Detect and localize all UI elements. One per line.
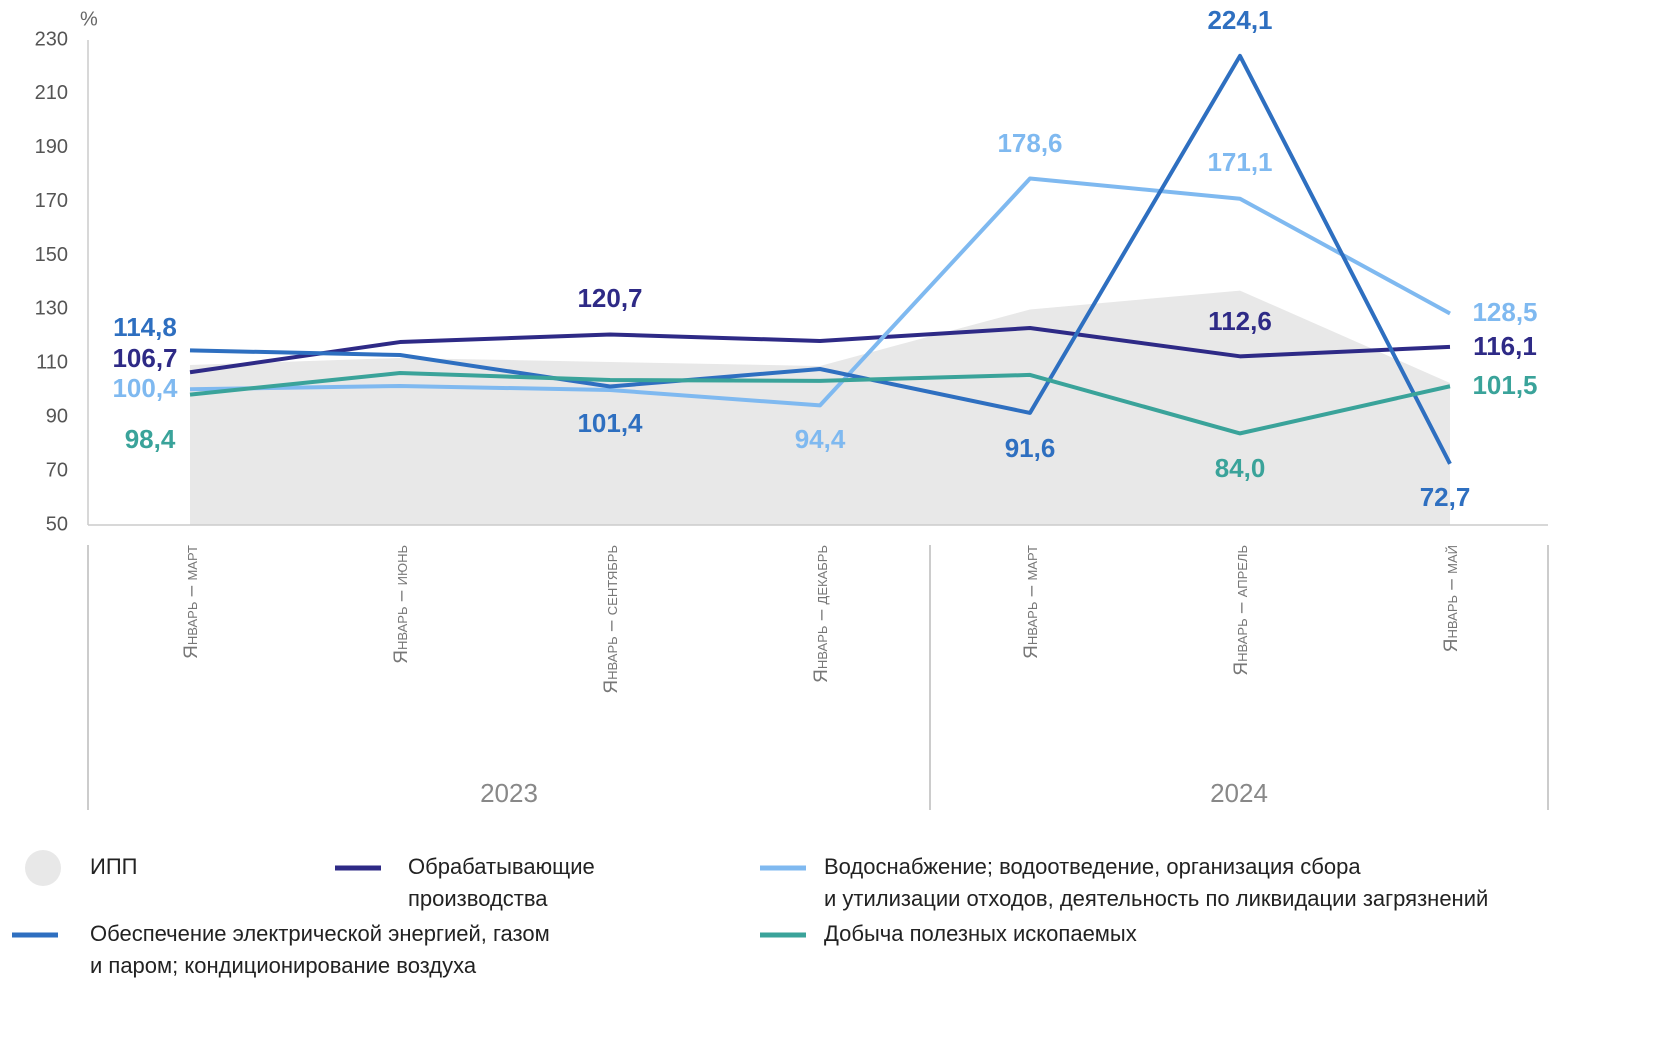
data-label: 101,5 <box>1472 370 1537 400</box>
x-tick-label: Январь – март <box>181 545 202 659</box>
x-tick-label: Январь – сентябрь <box>601 545 622 694</box>
y-tick-label: 170 <box>35 190 68 212</box>
x-tick-label: Январь – май <box>1441 545 1462 652</box>
data-label: 84,0 <box>1215 453 1266 483</box>
area <box>190 290 1450 525</box>
group-label: 2023 <box>480 778 538 808</box>
data-label: 94,4 <box>795 424 846 454</box>
x-tick-label: Январь – июнь <box>391 545 412 664</box>
data-label: 101,4 <box>577 408 643 438</box>
data-label: 100,4 <box>112 373 178 403</box>
data-label: 116,1 <box>1473 331 1537 361</box>
x-tick-label: Январь – декабрь <box>811 545 832 683</box>
x-tick-label: Январь – март <box>1021 545 1042 659</box>
y-tick-label: 90 <box>46 406 68 428</box>
data-label: 178,6 <box>997 128 1062 158</box>
data-label: 128,5 <box>1472 297 1537 327</box>
line <box>189 371 1451 436</box>
data-label: 72,7 <box>1420 482 1471 512</box>
line <box>189 326 1451 375</box>
x-tick-label: Январь – апрель <box>1231 545 1252 676</box>
legend-label: Водоснабжение; водоотведение, организаци… <box>824 854 1489 911</box>
data-label: 98,4 <box>125 424 176 454</box>
data-label: 171,1 <box>1207 147 1272 177</box>
y-tick-label: 190 <box>35 136 68 158</box>
data-label: 224,1 <box>1207 5 1272 35</box>
legend-label: Обеспечение электрической энергией, газо… <box>90 921 550 978</box>
line <box>189 53 1452 465</box>
legend-label: Обрабатывающие производства <box>408 854 595 911</box>
data-label: 114,8 <box>113 312 177 342</box>
y-axis-unit: % <box>80 8 98 30</box>
y-tick-label: 130 <box>35 298 68 320</box>
group-label: 2024 <box>1210 778 1268 808</box>
y-tick-label: 70 <box>46 459 68 481</box>
legend-label: ИПП <box>90 854 138 879</box>
y-tick-label: 230 <box>35 28 68 50</box>
data-label: 120,7 <box>577 283 642 313</box>
line <box>189 176 1451 408</box>
data-label: 106,7 <box>112 343 177 373</box>
legend-label: Добыча полезных ископаемых <box>824 921 1137 946</box>
data-label: 112,6 <box>1208 306 1272 336</box>
y-tick-label: 50 <box>46 513 68 535</box>
data-label: 91,6 <box>1005 433 1056 463</box>
legend-swatch <box>25 850 61 886</box>
y-tick-label: 210 <box>35 82 68 104</box>
y-tick-label: 110 <box>36 352 68 374</box>
y-tick-label: 150 <box>35 244 68 266</box>
